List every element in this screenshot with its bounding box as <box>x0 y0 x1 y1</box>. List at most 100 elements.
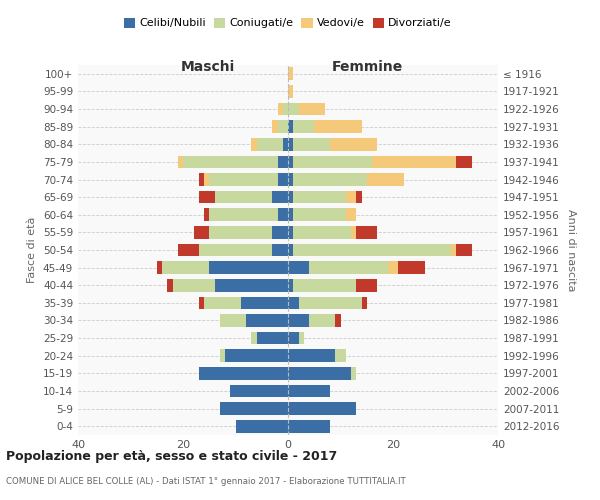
Bar <box>157 262 162 274</box>
Bar <box>209 262 288 274</box>
Bar <box>215 279 288 291</box>
Bar <box>356 279 377 291</box>
Bar <box>204 173 209 186</box>
Bar <box>225 350 288 362</box>
Bar <box>356 226 377 238</box>
Bar <box>199 173 204 186</box>
Bar <box>288 384 330 398</box>
Bar <box>199 367 288 380</box>
Bar <box>204 208 209 221</box>
Bar <box>199 191 215 203</box>
Bar <box>293 120 314 133</box>
Bar <box>178 156 183 168</box>
Bar <box>293 191 346 203</box>
Bar <box>288 156 293 168</box>
Bar <box>388 262 398 274</box>
Bar <box>288 85 293 98</box>
Bar <box>367 173 404 186</box>
Bar <box>288 226 293 238</box>
Bar <box>283 138 288 150</box>
Bar <box>299 296 361 309</box>
Bar <box>257 138 283 150</box>
Bar <box>314 120 361 133</box>
Text: Femmine: Femmine <box>332 60 403 74</box>
Bar <box>199 296 204 309</box>
Bar <box>293 138 330 150</box>
Bar <box>288 262 309 274</box>
Bar <box>451 244 456 256</box>
Bar <box>293 156 372 168</box>
Bar <box>288 279 293 291</box>
Bar <box>288 314 309 327</box>
Bar <box>283 102 288 116</box>
Bar <box>335 314 341 327</box>
Bar <box>288 350 335 362</box>
Bar <box>372 156 456 168</box>
Bar <box>209 208 277 221</box>
Bar <box>251 332 257 344</box>
Bar <box>299 332 304 344</box>
Text: COMUNE DI ALICE BEL COLLE (AL) - Dati ISTAT 1° gennaio 2017 - Elaborazione TUTTI: COMUNE DI ALICE BEL COLLE (AL) - Dati IS… <box>6 478 406 486</box>
Bar <box>220 350 225 362</box>
Bar <box>309 314 335 327</box>
Bar <box>288 208 293 221</box>
Bar <box>209 226 272 238</box>
Bar <box>246 314 288 327</box>
Bar <box>330 138 377 150</box>
Bar <box>293 226 351 238</box>
Bar <box>199 244 272 256</box>
Bar <box>235 420 288 432</box>
Bar <box>215 191 272 203</box>
Bar <box>335 350 346 362</box>
Bar <box>288 332 299 344</box>
Bar <box>272 244 288 256</box>
Bar <box>230 384 288 398</box>
Bar <box>220 314 246 327</box>
Bar <box>288 138 293 150</box>
Bar <box>288 173 293 186</box>
Bar <box>293 173 367 186</box>
Bar <box>351 367 356 380</box>
Bar <box>346 208 356 221</box>
Bar <box>293 208 346 221</box>
Bar <box>257 332 288 344</box>
Bar <box>288 191 293 203</box>
Bar <box>293 244 451 256</box>
Bar <box>277 208 288 221</box>
Bar <box>204 296 241 309</box>
Bar <box>220 402 288 415</box>
Bar <box>178 244 199 256</box>
Bar <box>241 296 288 309</box>
Y-axis label: Fasce di età: Fasce di età <box>28 217 37 283</box>
Bar <box>456 244 472 256</box>
Bar <box>288 102 299 116</box>
Bar <box>361 296 367 309</box>
Bar <box>288 120 293 133</box>
Bar <box>193 226 209 238</box>
Bar <box>209 173 277 186</box>
Bar <box>277 156 288 168</box>
Bar <box>346 191 356 203</box>
Bar <box>299 102 325 116</box>
Bar <box>351 226 356 238</box>
Bar <box>288 68 293 80</box>
Bar <box>288 244 293 256</box>
Bar <box>398 262 425 274</box>
Bar <box>251 138 257 150</box>
Bar <box>288 420 330 432</box>
Bar <box>277 102 283 116</box>
Legend: Celibi/Nubili, Coniugati/e, Vedovi/e, Divorziati/e: Celibi/Nubili, Coniugati/e, Vedovi/e, Di… <box>120 13 456 33</box>
Text: Popolazione per età, sesso e stato civile - 2017: Popolazione per età, sesso e stato civil… <box>6 450 337 463</box>
Bar <box>288 296 299 309</box>
Bar <box>272 120 277 133</box>
Bar <box>162 262 209 274</box>
Bar <box>173 279 215 291</box>
Bar <box>272 226 288 238</box>
Bar <box>356 191 361 203</box>
Y-axis label: Anni di nascita: Anni di nascita <box>566 209 576 291</box>
Text: Maschi: Maschi <box>181 60 235 74</box>
Bar <box>293 279 356 291</box>
Bar <box>277 120 288 133</box>
Bar <box>183 156 277 168</box>
Bar <box>309 262 388 274</box>
